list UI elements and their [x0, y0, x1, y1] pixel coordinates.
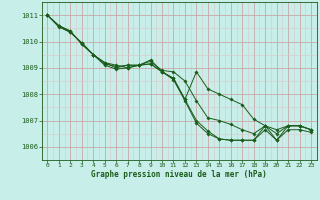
X-axis label: Graphe pression niveau de la mer (hPa): Graphe pression niveau de la mer (hPa) [91, 170, 267, 179]
